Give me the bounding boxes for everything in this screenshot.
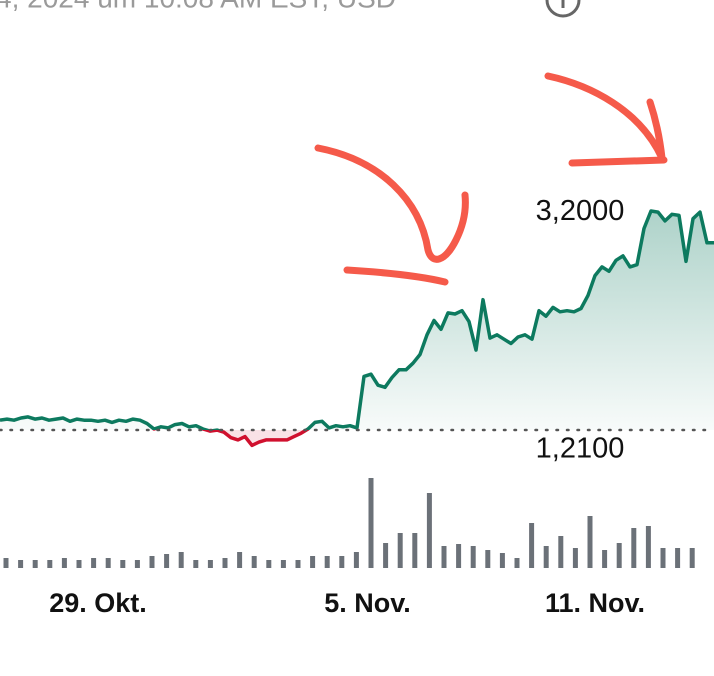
- area: [0, 211, 714, 446]
- info-icon[interactable]: [545, 0, 581, 18]
- volume-bar: [616, 543, 622, 568]
- volume-bar: [645, 526, 651, 568]
- volume-bar: [178, 552, 184, 568]
- volume-bar: [266, 560, 272, 568]
- annotation-arrows: [314, 72, 668, 286]
- arrow-head: [343, 266, 449, 286]
- volume-bar: [529, 523, 535, 568]
- volume-bar: [602, 550, 608, 568]
- volume-bar: [105, 558, 111, 568]
- volume-bar: [587, 516, 593, 568]
- volume-bar: [514, 558, 520, 568]
- x-tick-label: 5. Nov.: [324, 588, 411, 618]
- volume-bar: [134, 560, 140, 568]
- arrow-curve: [544, 72, 666, 162]
- volume-bar: [441, 546, 447, 568]
- volume-bar: [324, 556, 330, 568]
- plot: [0, 209, 714, 568]
- volume-bar: [499, 553, 505, 568]
- volume-bar: [456, 544, 462, 568]
- volume-bar: [222, 558, 228, 568]
- volume-bar: [61, 558, 67, 568]
- volume-bar: [47, 560, 53, 568]
- volume-bar: [251, 556, 257, 568]
- volume-bar: [18, 560, 24, 568]
- volume-bar: [383, 543, 389, 568]
- volume-bar: [353, 552, 359, 568]
- volume-bar: [368, 478, 374, 568]
- volume-bar: [120, 560, 126, 568]
- arrow-head: [568, 156, 668, 167]
- volume-bar: [193, 560, 199, 568]
- x-tick-label: 11. Nov.: [545, 588, 645, 618]
- arrow-head: [646, 98, 666, 162]
- volume-bar: [675, 548, 681, 568]
- volume-bar: [485, 550, 491, 568]
- volume-bar: [572, 548, 578, 568]
- volume-bar: [207, 560, 213, 568]
- volume-bar: [32, 560, 38, 568]
- volume-bar: [339, 556, 345, 568]
- volume-bar: [237, 552, 243, 568]
- volume-bar: [149, 556, 155, 568]
- volume-bar: [295, 560, 301, 568]
- arrow-curve: [314, 144, 469, 263]
- volume-bar: [426, 493, 432, 568]
- volume-bar: [280, 560, 286, 568]
- volume-bar: [689, 548, 695, 568]
- volume-bar: [76, 560, 82, 568]
- volume-bar: [3, 558, 9, 568]
- y-tick-label: 3,2000: [536, 195, 625, 227]
- volume-bar: [631, 528, 637, 568]
- volume-bar: [397, 533, 403, 568]
- price-line: [0, 209, 714, 448]
- volume-bar: [91, 558, 97, 568]
- volume-bar: [558, 536, 564, 568]
- volume-bar: [470, 546, 476, 568]
- volume-bar: [543, 546, 549, 568]
- volume-bar: [660, 548, 666, 568]
- y-tick-label: 1,2100: [536, 433, 625, 465]
- x-tick-label: 29. Okt.: [49, 588, 147, 618]
- header-text: 4, 2024 um 10:08 AM EST, USD: [0, 0, 396, 13]
- volume-bar: [164, 554, 170, 568]
- volume-bar: [412, 533, 418, 568]
- volume-bar: [310, 556, 316, 568]
